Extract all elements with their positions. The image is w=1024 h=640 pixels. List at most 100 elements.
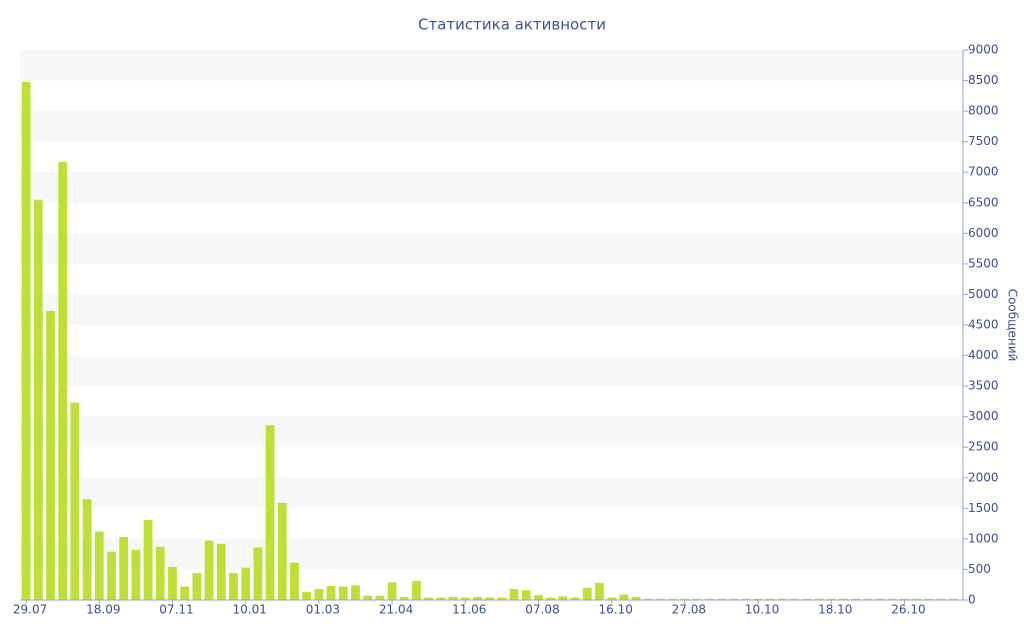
bar [131, 549, 141, 600]
bar [753, 598, 763, 600]
bar [33, 199, 43, 600]
y-tick-label: 2000 [968, 470, 999, 484]
bar [497, 597, 507, 600]
bar [21, 81, 31, 601]
bar [241, 567, 251, 600]
y-tick-label: 7000 [968, 165, 999, 179]
x-tick-label: 01.03 [306, 603, 340, 617]
x-tick-label: 27.08 [672, 603, 706, 617]
y-tick-label: 3500 [968, 379, 999, 393]
bar [351, 585, 360, 600]
bar [851, 598, 861, 600]
bar [912, 598, 922, 600]
bar [680, 598, 690, 600]
y-axis-label: Сообщений [1006, 289, 1020, 362]
y-tick-label: 4500 [968, 318, 999, 332]
bar [363, 595, 373, 600]
bar [802, 598, 812, 600]
grid-band [20, 111, 963, 142]
bar [192, 573, 202, 600]
y-tick-label: 6500 [968, 195, 999, 209]
y-tick-label: 4000 [968, 348, 999, 362]
bar [412, 581, 421, 600]
bar [863, 598, 873, 600]
bar [570, 597, 580, 600]
y-tick-label: 5500 [968, 256, 999, 270]
bar [155, 546, 165, 600]
bar [448, 596, 458, 600]
bar [546, 597, 556, 600]
y-tick-label: 3000 [968, 409, 999, 423]
grid-band [20, 172, 963, 203]
y-tick-label: 1000 [968, 531, 999, 545]
x-tick-label: 18.09 [86, 603, 120, 617]
y-tick-label: 1500 [968, 501, 999, 515]
bar [436, 597, 446, 600]
bar [119, 537, 129, 600]
bar [595, 582, 604, 600]
x-tick-label: 21.04 [379, 603, 413, 617]
bar [70, 402, 80, 600]
bar [107, 551, 116, 600]
bar [473, 596, 482, 600]
bar [460, 597, 470, 600]
bar [265, 425, 275, 600]
x-tick-label: 11.06 [452, 603, 486, 617]
bar [704, 598, 714, 600]
grid-band [20, 477, 963, 509]
bar [326, 585, 336, 600]
y-tick-label: 8000 [968, 104, 999, 118]
bar [168, 567, 177, 600]
bar [58, 161, 68, 601]
bar [656, 598, 665, 600]
bar [582, 587, 592, 600]
bar [692, 598, 702, 600]
bar [229, 573, 238, 600]
bar [94, 531, 104, 600]
bar [839, 598, 848, 600]
bar [253, 547, 263, 600]
x-tick-label: 10.01 [233, 603, 267, 617]
bar [424, 597, 434, 600]
bar [924, 598, 934, 600]
bar [302, 592, 312, 600]
bar [558, 596, 568, 600]
bar [46, 310, 55, 600]
x-tick-label: 10.10 [745, 603, 779, 617]
bar [143, 519, 153, 600]
x-tick-label: 26.10 [891, 603, 925, 617]
bar [643, 598, 653, 600]
bar [936, 598, 946, 600]
bar [790, 598, 800, 600]
bar [277, 502, 287, 600]
x-tick-label: 18.10 [818, 603, 852, 617]
bar [521, 590, 531, 600]
y-tick-label: 7500 [968, 134, 999, 148]
bar [204, 540, 214, 600]
grid-band [20, 538, 963, 570]
grid-band [20, 355, 963, 387]
bar [729, 598, 739, 600]
bar [607, 597, 617, 600]
bar [290, 562, 299, 600]
bar [399, 596, 409, 600]
grid-band [20, 416, 963, 448]
bar [765, 598, 775, 600]
bar [314, 589, 324, 600]
grid-band [20, 233, 963, 264]
bar [534, 595, 543, 600]
bar [814, 598, 824, 600]
bar [826, 598, 836, 600]
bar [778, 598, 787, 600]
y-tick-label: 2500 [968, 440, 999, 454]
y-tick-label: 9000 [968, 43, 999, 57]
chart-title: Статистика активности [418, 16, 606, 34]
bar [509, 589, 519, 600]
bar [375, 595, 385, 600]
bar [338, 586, 348, 600]
bar [387, 582, 397, 600]
y-tick-label: 8500 [968, 73, 999, 87]
bar [875, 598, 885, 600]
